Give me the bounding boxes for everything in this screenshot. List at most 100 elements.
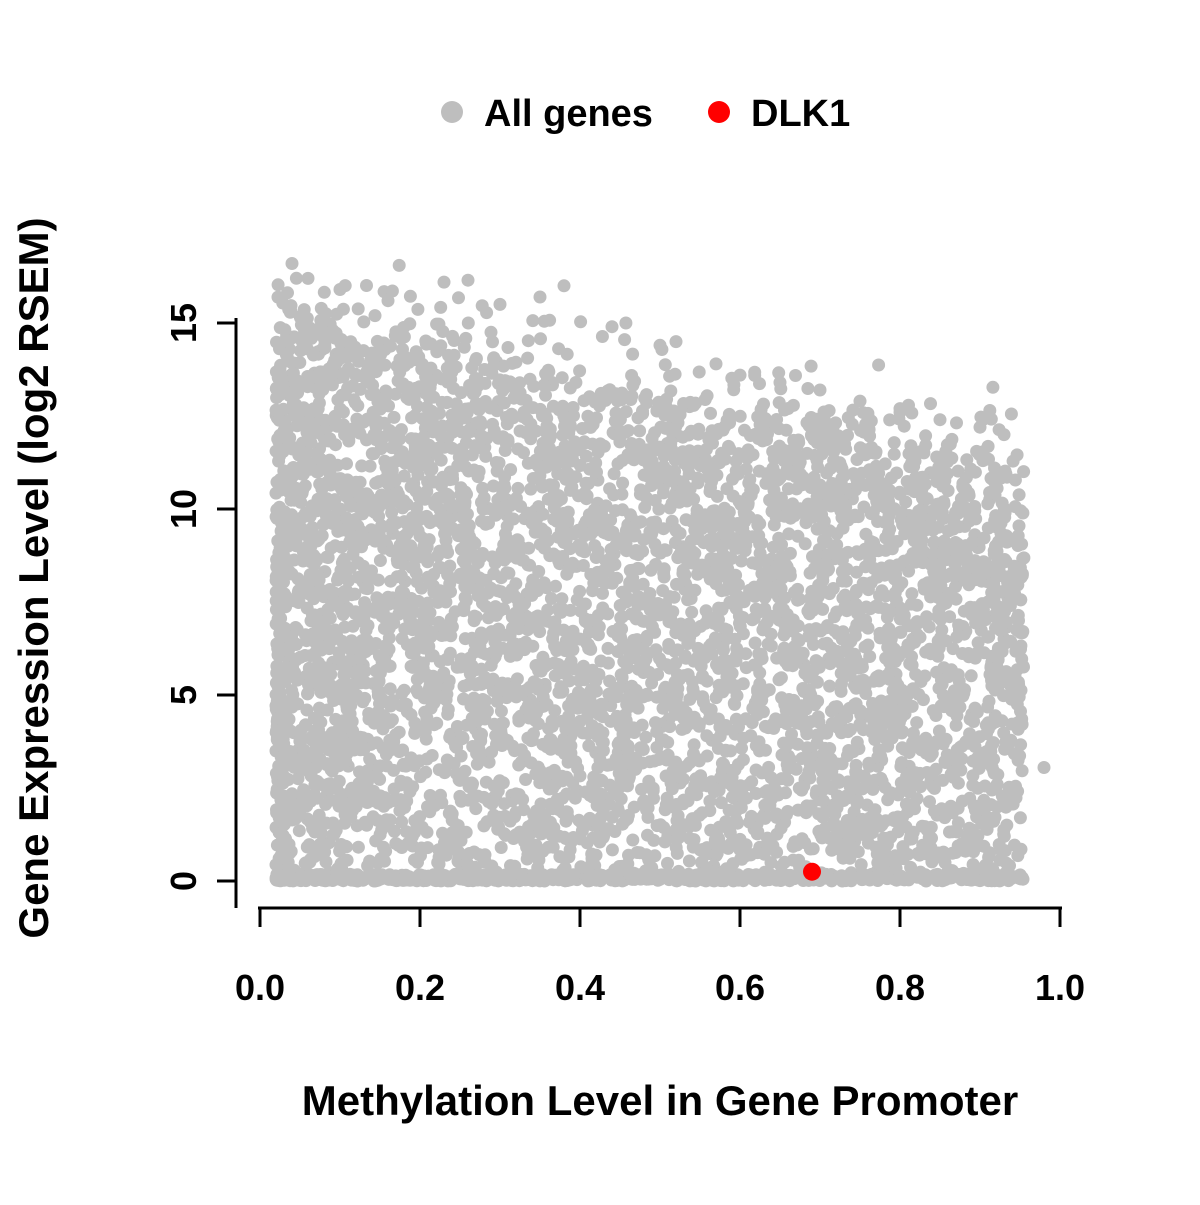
- data-point: [403, 289, 417, 303]
- data-point: [308, 825, 322, 839]
- data-point: [417, 691, 431, 705]
- data-point: [278, 414, 292, 428]
- data-point: [526, 472, 540, 485]
- data-point: [909, 471, 923, 484]
- data-point: [918, 477, 932, 491]
- data-point: [1009, 534, 1023, 548]
- data-point: [561, 505, 575, 519]
- data-point: [936, 545, 950, 559]
- data-point: [838, 600, 852, 614]
- data-point: [415, 668, 429, 682]
- data-point: [919, 746, 933, 760]
- data-point: [618, 333, 632, 347]
- data-point: [486, 479, 500, 493]
- data-point: [950, 630, 964, 644]
- data-point: [952, 674, 966, 688]
- data-point: [764, 639, 778, 653]
- data-point: [897, 419, 911, 433]
- data-point: [781, 482, 795, 496]
- data-point: [310, 504, 324, 518]
- data-point: [593, 399, 606, 413]
- data-point: [736, 731, 750, 745]
- data-point: [591, 608, 605, 622]
- data-point: [939, 756, 952, 769]
- data-point: [317, 285, 331, 299]
- data-point: [318, 413, 332, 427]
- data-point: [307, 746, 321, 760]
- data-point: [846, 652, 860, 666]
- data-point: [700, 674, 714, 688]
- data-point: [509, 787, 523, 801]
- data-point: [805, 759, 819, 773]
- data-point: [547, 478, 560, 492]
- data-point: [639, 730, 653, 744]
- data-point: [438, 766, 452, 780]
- data-point: [384, 574, 398, 588]
- data-point: [560, 770, 574, 784]
- data-point: [736, 677, 750, 691]
- data-point: [573, 632, 587, 646]
- data-point: [319, 586, 333, 600]
- data-point: [611, 645, 625, 658]
- data-point: [872, 358, 886, 372]
- data-point: [320, 703, 334, 717]
- data-point: [371, 856, 385, 870]
- data-point: [300, 789, 314, 803]
- data-point: [609, 787, 623, 801]
- data-point: [675, 762, 688, 776]
- data-point: [319, 307, 333, 321]
- data-point: [960, 453, 974, 467]
- data-point: [676, 797, 690, 811]
- data-point: [1010, 623, 1024, 637]
- data-point: [647, 608, 661, 622]
- data-point: [566, 401, 580, 414]
- legend: All genes DLK1: [441, 93, 850, 135]
- data-point: [950, 416, 963, 430]
- data-point: [439, 541, 453, 555]
- data-point: [543, 449, 557, 463]
- data-point: [274, 358, 288, 372]
- data-point: [555, 592, 569, 606]
- data-point: [434, 561, 448, 575]
- data-point: [271, 712, 284, 726]
- data-point: [634, 515, 648, 529]
- data-point: [389, 728, 403, 742]
- data-point: [351, 399, 365, 413]
- data-point: [289, 271, 303, 285]
- data-point: [284, 724, 298, 738]
- data-point: [604, 513, 618, 527]
- data-point: [586, 790, 600, 804]
- data-point: [543, 766, 557, 780]
- data-point: [557, 830, 571, 844]
- data-point: [431, 491, 445, 505]
- data-point: [567, 662, 581, 676]
- data-point: [486, 417, 499, 431]
- data-point: [704, 406, 717, 420]
- data-point: [804, 359, 818, 373]
- data-point: [595, 330, 609, 343]
- data-point: [391, 374, 405, 388]
- data-point: [344, 499, 358, 513]
- data-point: [966, 858, 980, 871]
- data-point: [539, 388, 552, 402]
- data-point: [871, 515, 885, 528]
- data-point: [890, 466, 904, 480]
- data-point: [754, 647, 768, 661]
- data-point: [615, 487, 629, 501]
- data-point: [880, 610, 894, 624]
- data-point: [658, 835, 672, 849]
- data-point: [693, 717, 706, 730]
- data-point: [739, 462, 753, 476]
- data-point: [800, 727, 814, 741]
- data-point: [673, 526, 687, 540]
- data-point: [564, 739, 578, 753]
- data-point: [289, 653, 303, 667]
- data-point: [366, 571, 380, 585]
- data-point: [336, 608, 350, 621]
- data-point: [534, 332, 547, 346]
- data-point: [346, 724, 360, 738]
- data-point: [1012, 519, 1026, 533]
- data-point: [414, 841, 428, 855]
- data-point: [722, 439, 735, 453]
